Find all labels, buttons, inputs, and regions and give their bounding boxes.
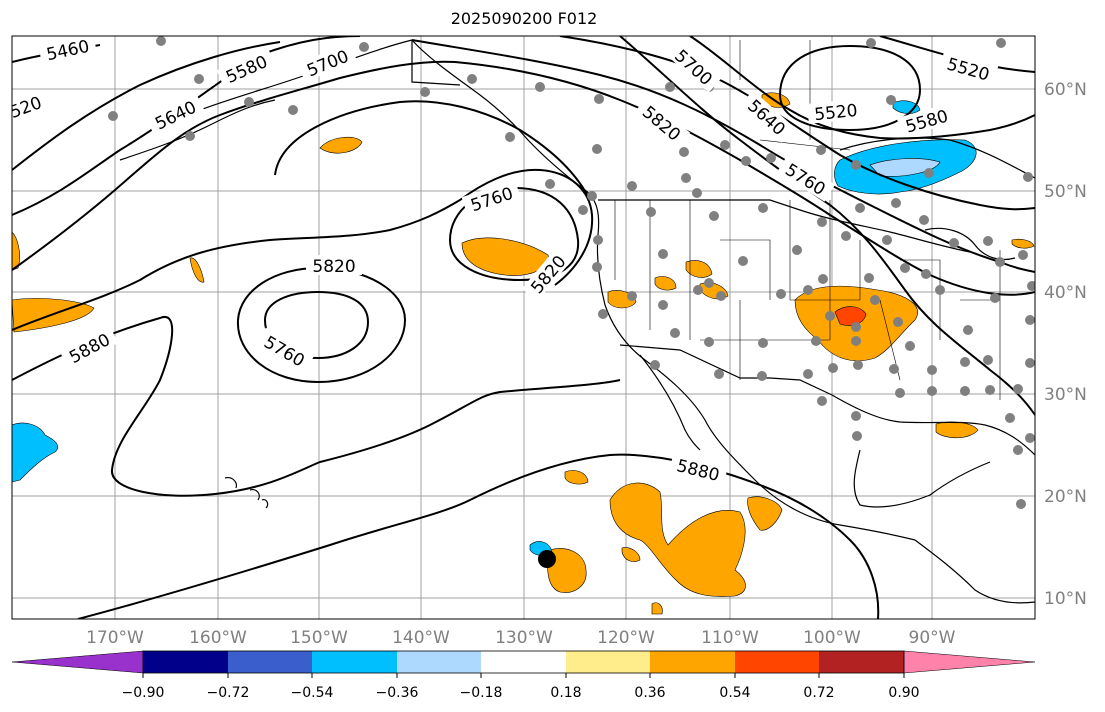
alaska-peninsula xyxy=(119,99,276,161)
coastlines-and-borders xyxy=(119,39,1035,604)
lat-tick-label: 20°N xyxy=(1044,487,1087,507)
contour-label: 5520 xyxy=(813,101,858,125)
positive-area xyxy=(12,231,20,271)
positive-area xyxy=(654,276,677,291)
colorbar-segment xyxy=(735,651,819,673)
positive-area xyxy=(935,421,979,439)
hudson-bay-coast xyxy=(839,137,1035,179)
colorbar-segment-max xyxy=(903,650,1036,674)
colorbar-segment xyxy=(650,651,735,673)
colorbar-tick-label: 0.18 xyxy=(550,685,581,701)
positive-area xyxy=(319,136,363,154)
colorbar-segment xyxy=(566,651,650,673)
colorbar-segment xyxy=(312,651,397,673)
hawaii-islands xyxy=(224,477,269,509)
colorbar-tick-label: −0.72 xyxy=(207,685,250,701)
alaska-canada-border xyxy=(411,40,461,86)
latitude-ticks: 60°N 50°N 40°N 30°N 20°N 10°N xyxy=(1044,80,1087,609)
contour-label: 5820 xyxy=(312,257,355,277)
contour-5820-closed xyxy=(236,266,407,384)
lon-tick-label: 150°W xyxy=(290,628,348,648)
baja-california xyxy=(639,354,701,451)
colorbar-tick-label: −0.18 xyxy=(460,685,503,701)
colorbar-segment xyxy=(143,651,228,673)
us-mexico-border xyxy=(619,344,833,396)
colorbar-segment xyxy=(397,651,481,673)
positive-area-strong xyxy=(834,306,867,326)
contour-5820-outer xyxy=(12,168,594,331)
lat-tick-label: 60°N xyxy=(1044,80,1087,100)
negative-area xyxy=(12,422,59,483)
lon-tick-label: 140°W xyxy=(392,628,450,648)
north-america-west-coast xyxy=(411,39,916,541)
colorbar-tick-label: 0.72 xyxy=(803,685,834,701)
colorbar-tick-label: 0.36 xyxy=(634,685,665,701)
positive-area xyxy=(564,470,589,485)
station-markers xyxy=(108,36,1035,509)
contour-5880-south xyxy=(77,453,880,619)
lon-tick-label: 100°W xyxy=(803,628,861,648)
map-frame xyxy=(11,35,1036,620)
storm-center-marker xyxy=(538,550,556,568)
contour-5700-east xyxy=(559,36,1035,211)
positive-area xyxy=(747,496,783,531)
contour-5580 xyxy=(12,41,281,171)
map-content: 5460 5580 5700 5640 520 5700 5640 5520 5… xyxy=(7,36,1035,619)
lon-tick-label: 170°W xyxy=(86,628,144,648)
lat-tick-label: 10°N xyxy=(1044,589,1087,609)
contour-5880-main xyxy=(12,316,621,497)
great-lakes xyxy=(924,227,1016,261)
contour-label: 5520 xyxy=(944,54,991,85)
gulf-coast xyxy=(831,394,1035,456)
lon-tick-label: 120°W xyxy=(597,628,655,648)
negative-area xyxy=(892,100,921,114)
us-canada-border xyxy=(598,199,971,253)
contour-5760-east xyxy=(411,39,1035,273)
contour-5640-east xyxy=(689,36,1035,140)
lat-tick-label: 50°N xyxy=(1044,182,1087,202)
lon-tick-label: 110°W xyxy=(701,628,759,648)
colorbar-segment xyxy=(819,651,904,673)
lat-tick-label: 40°N xyxy=(1044,283,1087,303)
contour-5520-closed xyxy=(778,44,922,132)
colorbar-tick-label: 0.90 xyxy=(888,685,919,701)
colorbar-segment xyxy=(228,651,312,673)
colorbar-segment-min xyxy=(11,650,144,674)
lon-tick-label: 90°W xyxy=(909,628,956,648)
negative-area-weak xyxy=(869,158,941,177)
yucatan-coast xyxy=(853,449,991,508)
contour-label: 5460 xyxy=(45,37,91,66)
longitude-ticks: 170°W 160°W 150°W 140°W 130°W 120°W 110°… xyxy=(86,628,956,648)
positive-area xyxy=(547,548,587,593)
lon-tick-label: 160°W xyxy=(189,628,247,648)
positive-area xyxy=(1011,238,1035,249)
central-america-coast xyxy=(914,539,1035,604)
contour-5820-northeast xyxy=(619,36,1035,416)
page-title: 2025090200 F012 xyxy=(450,9,598,28)
colorbar-tick-label: −0.54 xyxy=(291,685,334,701)
positive-area xyxy=(621,547,641,562)
colorbar-tick-label: −0.36 xyxy=(376,685,419,701)
lat-tick-label: 30°N xyxy=(1044,385,1087,405)
positive-area xyxy=(651,602,663,615)
colorbar-segment xyxy=(481,651,566,673)
colorbar-tick-label: 0.54 xyxy=(719,685,750,701)
contour-label: 520 xyxy=(7,93,44,123)
colorbar-frame xyxy=(142,650,905,674)
contour-5580-ring xyxy=(274,100,591,201)
positive-area xyxy=(461,237,549,276)
positive-area xyxy=(189,257,205,283)
state-borders xyxy=(614,40,1001,400)
contour-5640 xyxy=(12,60,1035,296)
colorbar-tick-label: −0.90 xyxy=(122,685,165,701)
positive-area xyxy=(609,482,746,597)
contour-label: 5880 xyxy=(675,456,722,486)
lon-tick-label: 130°W xyxy=(495,628,553,648)
colorbar: −0.90 −0.72 −0.54 −0.36 −0.18 0.18 0.36 … xyxy=(11,650,1036,701)
